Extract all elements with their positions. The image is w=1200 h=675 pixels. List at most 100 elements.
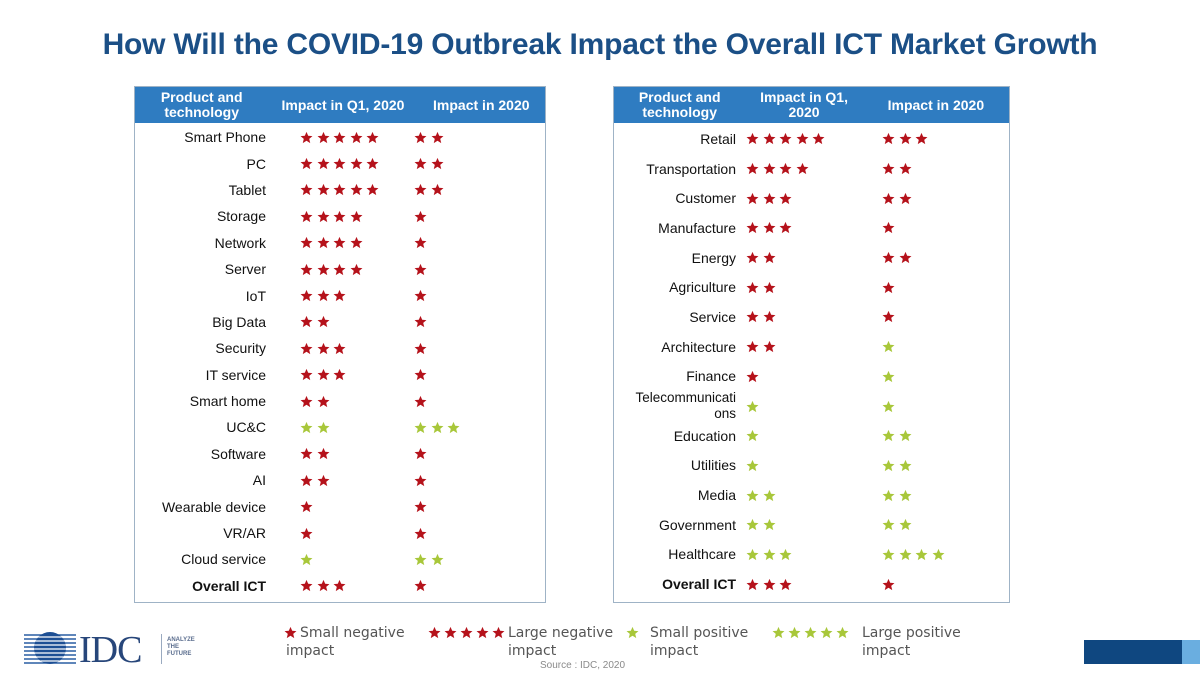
negative-star-icon: [317, 131, 330, 144]
negative-star-icon: [300, 447, 313, 460]
negative-star-icon: [746, 162, 759, 175]
negative-star-icon: [317, 263, 330, 276]
negative-star-icon: [414, 131, 427, 144]
row-label: Energy: [691, 249, 736, 266]
negative-star-icon: [300, 342, 313, 355]
negative-star-icon: [414, 289, 427, 302]
row-label: Customer: [675, 190, 736, 207]
negative-star-icon: [300, 579, 313, 592]
negative-star-icon: [460, 626, 473, 639]
negative-star-icon: [300, 236, 313, 249]
header-2020: Impact in 2020: [887, 96, 985, 113]
legend-stars: [626, 626, 642, 639]
year-impact-rating: [406, 527, 431, 540]
negative-star-icon: [476, 626, 489, 639]
positive-star-icon: [746, 548, 759, 561]
q1-impact-rating: [266, 263, 406, 276]
negative-star-icon: [763, 310, 776, 323]
year-impact-rating: [882, 162, 915, 175]
negative-star-icon: [414, 368, 427, 381]
negative-star-icon: [763, 340, 776, 353]
negative-star-icon: [366, 183, 379, 196]
row-label: Media: [697, 487, 736, 504]
positive-star-icon: [882, 370, 895, 383]
positive-star-icon: [882, 400, 895, 413]
q1-impact-rating: [736, 132, 882, 145]
year-impact-rating: [406, 368, 431, 381]
industry-table: Product and technology Impact in Q1, 202…: [613, 86, 1010, 603]
year-impact-rating: [882, 132, 932, 145]
row-label: Smart Phone: [184, 129, 266, 146]
negative-star-icon: [763, 578, 776, 591]
negative-star-icon: [796, 132, 809, 145]
positive-star-icon: [431, 421, 444, 434]
idc-logo: IDC ANALYZE THE FUTURE: [24, 629, 214, 671]
row-label: Utilities: [690, 457, 736, 474]
positive-star-icon: [882, 518, 895, 531]
negative-star-icon: [333, 368, 346, 381]
positive-star-icon: [882, 489, 895, 502]
table-row: Media: [614, 480, 1009, 510]
q1-impact-rating: [266, 395, 406, 408]
positive-star-icon: [746, 459, 759, 472]
table-row: Storage: [135, 203, 545, 229]
q1-impact-rating: [736, 489, 882, 502]
negative-star-icon: [300, 500, 313, 513]
table-row: Security: [135, 335, 545, 361]
negative-star-icon: [414, 263, 427, 276]
year-impact-rating: [406, 579, 431, 592]
positive-star-icon: [899, 518, 912, 531]
table-row: Overall ICT: [614, 569, 1009, 599]
negative-star-icon: [414, 579, 427, 592]
negative-star-icon: [333, 183, 346, 196]
positive-star-icon: [300, 421, 313, 434]
negative-star-icon: [414, 315, 427, 328]
year-impact-rating: [882, 251, 915, 264]
legend-small-positive: Small positive impact: [626, 624, 748, 660]
brand-bar-dark: [1084, 640, 1182, 664]
negative-star-icon: [366, 157, 379, 170]
negative-star-icon: [882, 251, 895, 264]
negative-star-icon: [763, 251, 776, 264]
negative-star-icon: [300, 183, 313, 196]
year-impact-rating: [406, 157, 447, 170]
positive-star-icon: [746, 429, 759, 442]
page-title: How Will the COVID-19 Outbreak Impact th…: [102, 28, 1098, 61]
q1-impact-rating: [266, 183, 406, 196]
negative-star-icon: [882, 162, 895, 175]
logo-divider: [161, 634, 162, 664]
brand-bar-light: [1182, 640, 1200, 664]
table-row: AI: [135, 467, 545, 493]
header-q1: Impact in Q1, 2020: [281, 96, 405, 113]
negative-star-icon: [763, 132, 776, 145]
negative-star-icon: [746, 221, 759, 234]
negative-star-icon: [899, 132, 912, 145]
row-label: UC&C: [226, 419, 266, 436]
negative-star-icon: [882, 192, 895, 205]
year-impact-rating: [882, 310, 899, 323]
negative-star-icon: [333, 236, 346, 249]
negative-star-icon: [333, 157, 346, 170]
row-label: Retail: [700, 130, 736, 147]
q1-impact-rating: [736, 370, 882, 383]
negative-star-icon: [746, 578, 759, 591]
table-header: Product and technology Impact in Q1, 202…: [135, 87, 545, 123]
table-row: UC&C: [135, 414, 545, 440]
table-row: Energy: [614, 243, 1009, 273]
positive-star-icon: [836, 626, 849, 639]
q1-impact-rating: [266, 553, 406, 566]
positive-star-icon: [317, 421, 330, 434]
header-product: Product and technology: [160, 89, 243, 120]
row-label: Agriculture: [669, 279, 736, 296]
table-row: Education: [614, 421, 1009, 451]
table-row: Cloud service: [135, 546, 545, 572]
negative-star-icon: [882, 132, 895, 145]
legend-large-negative: Large negative impact: [428, 624, 613, 660]
negative-star-icon: [763, 162, 776, 175]
negative-star-icon: [431, 183, 444, 196]
q1-impact-rating: [736, 251, 882, 264]
q1-impact-rating: [266, 289, 406, 302]
positive-star-icon: [414, 421, 427, 434]
row-label: Network: [214, 234, 266, 251]
row-label: Big Data: [212, 313, 266, 330]
